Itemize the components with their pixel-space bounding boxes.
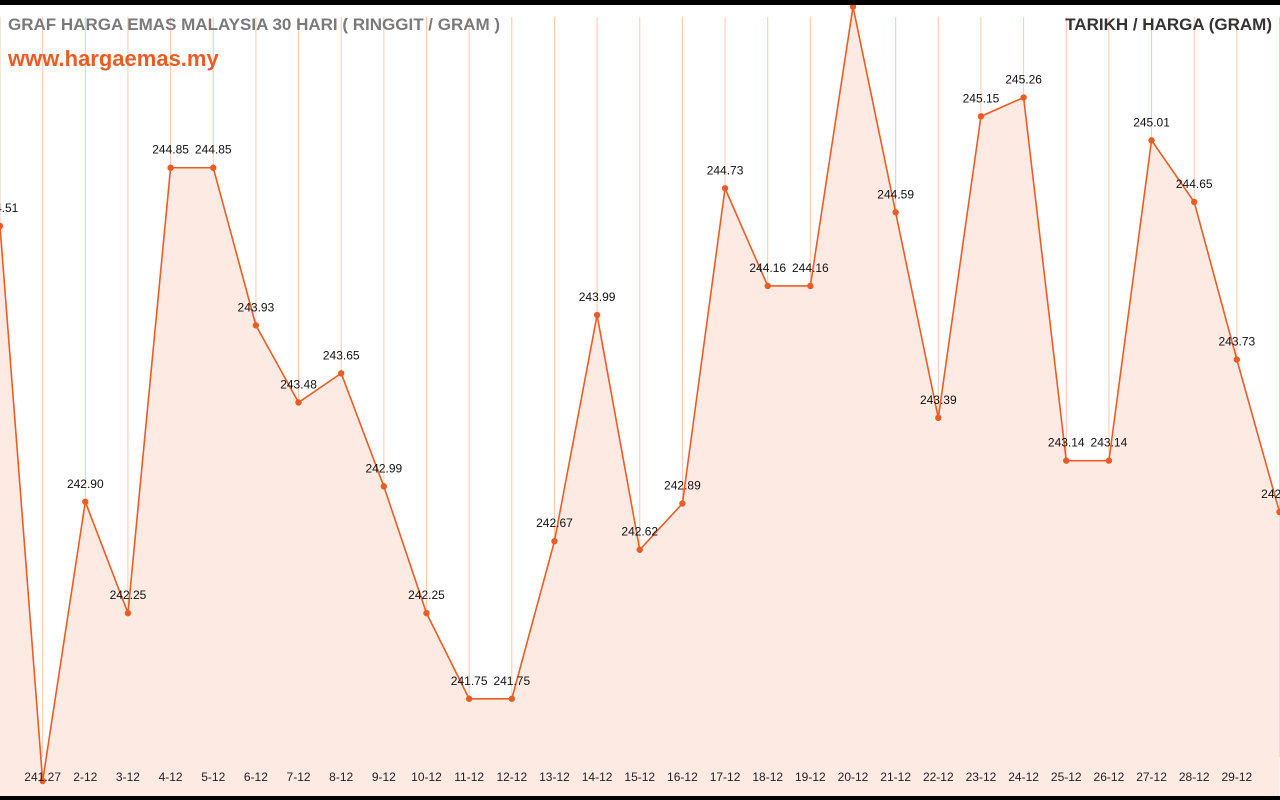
x-tick-label: 5-12 xyxy=(201,770,225,784)
data-point xyxy=(465,695,473,702)
data-label: 241.75 xyxy=(451,674,488,688)
data-label: 243.39 xyxy=(920,393,957,407)
data-point xyxy=(892,209,899,216)
data-point xyxy=(167,164,174,171)
data-label: 241.75 xyxy=(493,674,530,688)
x-tick-label: 14-12 xyxy=(582,770,613,784)
data-label: 244.16 xyxy=(792,261,829,275)
data-point xyxy=(82,498,89,505)
data-point xyxy=(1105,457,1113,464)
data-point xyxy=(977,113,985,120)
data-point xyxy=(1020,94,1027,101)
price-chart: 244.51 242.90 242.25 244.85 244.85 243.93 243.… xyxy=(0,5,1280,796)
data-point xyxy=(807,282,814,290)
data-label: 244.85 xyxy=(195,143,232,157)
data-label: 243.48 xyxy=(280,377,317,391)
data-point xyxy=(1148,137,1155,144)
data-label: 243.99 xyxy=(579,290,616,304)
data-label: 244.73 xyxy=(707,163,744,177)
data-point xyxy=(423,609,430,617)
x-tick-label: 28-12 xyxy=(1179,770,1210,784)
site-link[interactable]: www.hargaemas.my xyxy=(8,46,219,71)
data-label: 242.25 xyxy=(408,588,445,602)
data-point xyxy=(1063,457,1070,464)
x-tick-label: 24-12 xyxy=(1008,770,1039,784)
x-tick-label: 11-12 xyxy=(454,770,484,784)
x-tick-label: 18-12 xyxy=(752,770,783,784)
x-tick-label: 26-12 xyxy=(1094,770,1125,784)
x-tick-label: 13-12 xyxy=(539,770,570,784)
data-label: 243.93 xyxy=(238,300,275,314)
x-tick-label: 241.27 xyxy=(24,770,61,784)
data-label: 242.25 xyxy=(110,588,147,602)
data-point xyxy=(721,185,729,192)
chart-title: GRAF HARGA EMAS MALAYSIA 30 HARI ( RINGG… xyxy=(8,15,501,34)
data-label: 243.14 xyxy=(1091,436,1128,450)
data-point xyxy=(380,483,388,490)
x-tick-label: 22-12 xyxy=(923,770,954,784)
x-tick-label: 3-12 xyxy=(116,770,140,784)
x-tick-label: 19-12 xyxy=(795,770,826,784)
data-label: 243.65 xyxy=(323,348,360,362)
x-tick-label: 17-12 xyxy=(710,770,741,784)
x-tick-label: 4-12 xyxy=(159,770,183,784)
series-area xyxy=(0,6,1280,796)
data-label: 245.26 xyxy=(1005,73,1042,87)
data-point xyxy=(338,370,345,377)
data-point xyxy=(0,222,4,230)
data-point xyxy=(636,546,643,553)
data-point xyxy=(508,695,515,702)
data-label: 244.59 xyxy=(877,187,914,201)
data-point xyxy=(764,282,771,290)
x-tick-label: 12-12 xyxy=(496,770,527,784)
x-tick-label: 21-12 xyxy=(880,770,911,784)
x-tick-label: 8-12 xyxy=(329,770,353,784)
x-tick-label: 29-12 xyxy=(1221,770,1252,784)
data-point xyxy=(295,399,302,406)
data-point xyxy=(1233,356,1241,363)
data-point xyxy=(849,5,857,10)
data-label: 242.90 xyxy=(67,477,104,491)
data-label: 244.16 xyxy=(749,261,786,275)
data-label: 244.85 xyxy=(152,143,189,157)
data-label: 243.14 xyxy=(1048,436,1085,450)
data-label: 242.62 xyxy=(621,525,658,539)
data-label: 244.65 xyxy=(1176,177,1213,191)
x-tick-label: 25-12 xyxy=(1051,770,1082,784)
x-tick-label: 15-12 xyxy=(624,770,655,784)
data-point xyxy=(39,777,46,785)
data-label: 242.99 xyxy=(365,461,402,475)
x-tick-label: 9-12 xyxy=(372,770,396,784)
data-label: 243.73 xyxy=(1218,335,1255,349)
data-point xyxy=(124,609,132,617)
x-tick-label: 20-12 xyxy=(838,770,869,784)
axis-caption: TARIKH / HARGA (GRAM) xyxy=(1065,15,1272,34)
x-tick-label: 6-12 xyxy=(244,770,268,784)
data-label: 244.51 xyxy=(0,201,19,215)
data-point xyxy=(551,537,558,545)
data-label: 242.84 xyxy=(1261,487,1280,501)
data-label: 245.01 xyxy=(1133,115,1170,129)
data-label: 242.67 xyxy=(536,516,573,530)
x-tick-label: 7-12 xyxy=(287,770,311,784)
data-point xyxy=(593,311,601,319)
data-point xyxy=(935,414,942,422)
x-tick-label: 27-12 xyxy=(1136,770,1167,784)
data-label: 242.89 xyxy=(664,478,701,492)
data-label: 245.15 xyxy=(963,91,1000,105)
data-point xyxy=(1191,198,1198,206)
x-tick-label: 10-12 xyxy=(411,770,442,784)
data-point xyxy=(252,322,260,329)
data-point xyxy=(679,500,686,507)
x-tick-label: 16-12 xyxy=(667,770,698,784)
data-point xyxy=(210,164,217,171)
x-tick-label: 2-12 xyxy=(73,770,97,784)
chart-panel: 244.51 242.90 242.25 244.85 244.85 243.93 243.… xyxy=(0,5,1280,796)
x-tick-label: 23-12 xyxy=(966,770,997,784)
data-point xyxy=(1276,508,1280,516)
